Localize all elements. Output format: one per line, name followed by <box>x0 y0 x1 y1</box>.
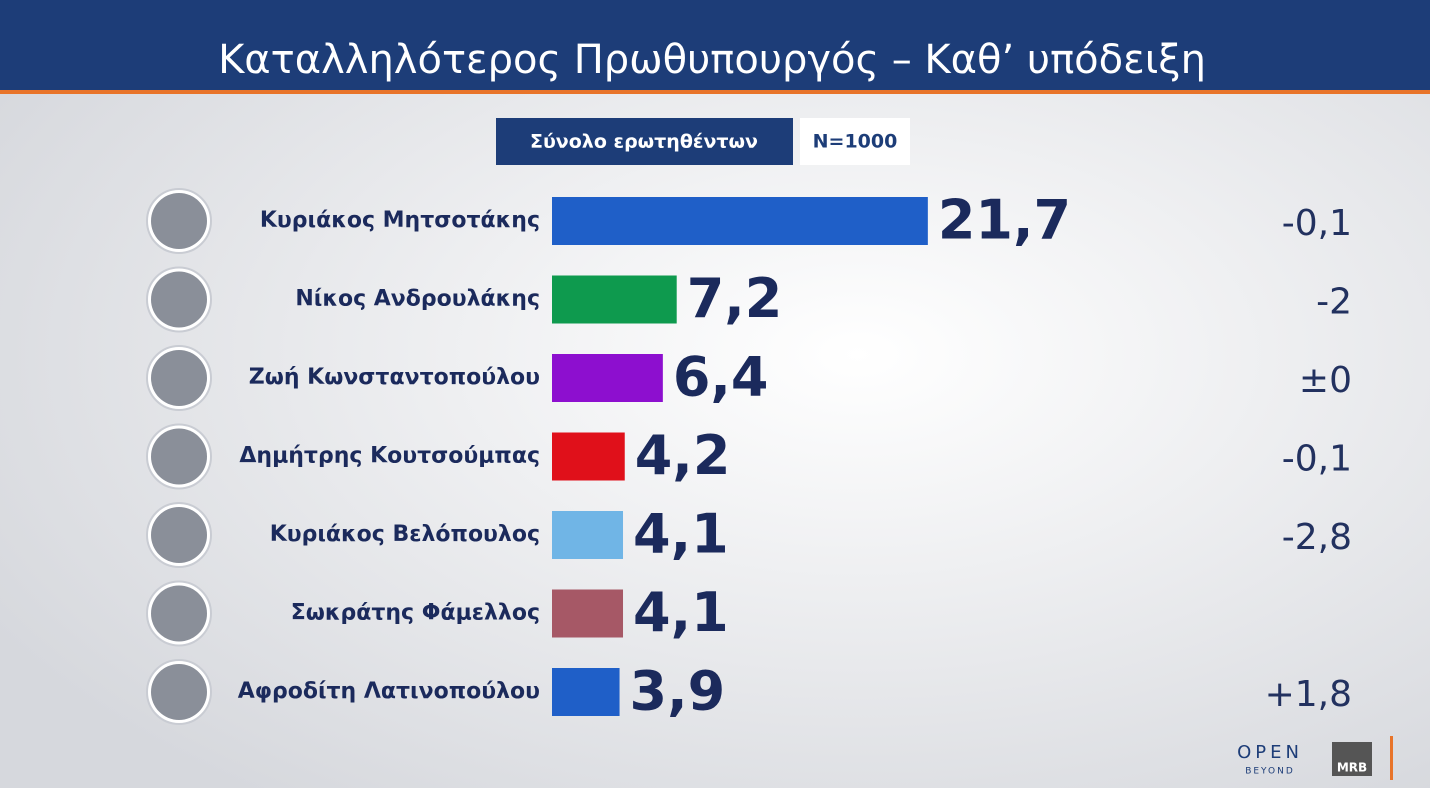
bar <box>552 275 677 324</box>
avatar <box>151 428 207 485</box>
bar <box>552 511 624 559</box>
category-label: Ζωή Κωνσταντοπούλου <box>249 365 540 390</box>
category-label: Δημήτρης Κουτσούμπας <box>239 444 540 469</box>
change-label: -2,8 <box>1282 517 1352 558</box>
header-stripe <box>0 90 1430 94</box>
avatar <box>151 350 207 406</box>
value-label: 7,2 <box>687 267 783 330</box>
category-label: Νίκος Ανδρουλάκης <box>295 287 540 312</box>
logo-beyond: BEYOND <box>1245 767 1295 777</box>
value-label: 4,1 <box>633 581 729 644</box>
bar <box>552 354 663 402</box>
chart-title: Καταλληλότερος Πρωθυπουργός – Καθ’ υπόδε… <box>218 37 1206 83</box>
change-label: +1,8 <box>1265 674 1352 715</box>
change-label: ±0 <box>1299 360 1352 401</box>
value-label: 3,9 <box>630 660 726 723</box>
avatar <box>151 507 207 563</box>
subtitle: Σύνολο ερωτηθέντων <box>530 131 758 153</box>
avatar <box>151 664 207 720</box>
value-label: 4,1 <box>633 503 729 566</box>
sample-box <box>800 118 910 165</box>
logo-divider <box>1390 736 1393 780</box>
avatar <box>151 585 207 642</box>
bar <box>552 197 928 245</box>
change-label: -2 <box>1316 282 1352 323</box>
logo-open: OPEN <box>1237 742 1303 763</box>
bar <box>552 589 624 638</box>
subtitle-box <box>496 118 793 165</box>
sample-size: N=1000 <box>813 131 898 153</box>
category-label: Κυριάκος Μητσοτάκης <box>260 208 540 233</box>
bar <box>552 668 620 716</box>
bar <box>552 432 625 481</box>
change-label: -0,1 <box>1282 203 1352 244</box>
value-label: 6,4 <box>673 346 769 409</box>
category-label: Αφροδίτη Λατινοπούλου <box>238 679 540 704</box>
category-label: Κυριάκος Βελόπουλος <box>270 522 540 547</box>
category-label: Σωκράτης Φάμελλος <box>291 601 540 626</box>
header <box>0 0 1430 90</box>
avatar <box>151 271 207 328</box>
change-label: -0,1 <box>1282 439 1352 480</box>
logo-mrb: MRB <box>1337 761 1367 775</box>
value-label: 21,7 <box>938 189 1071 252</box>
avatar <box>151 193 207 249</box>
logo-mrb-box <box>1332 742 1372 776</box>
value-label: 4,2 <box>635 424 731 487</box>
